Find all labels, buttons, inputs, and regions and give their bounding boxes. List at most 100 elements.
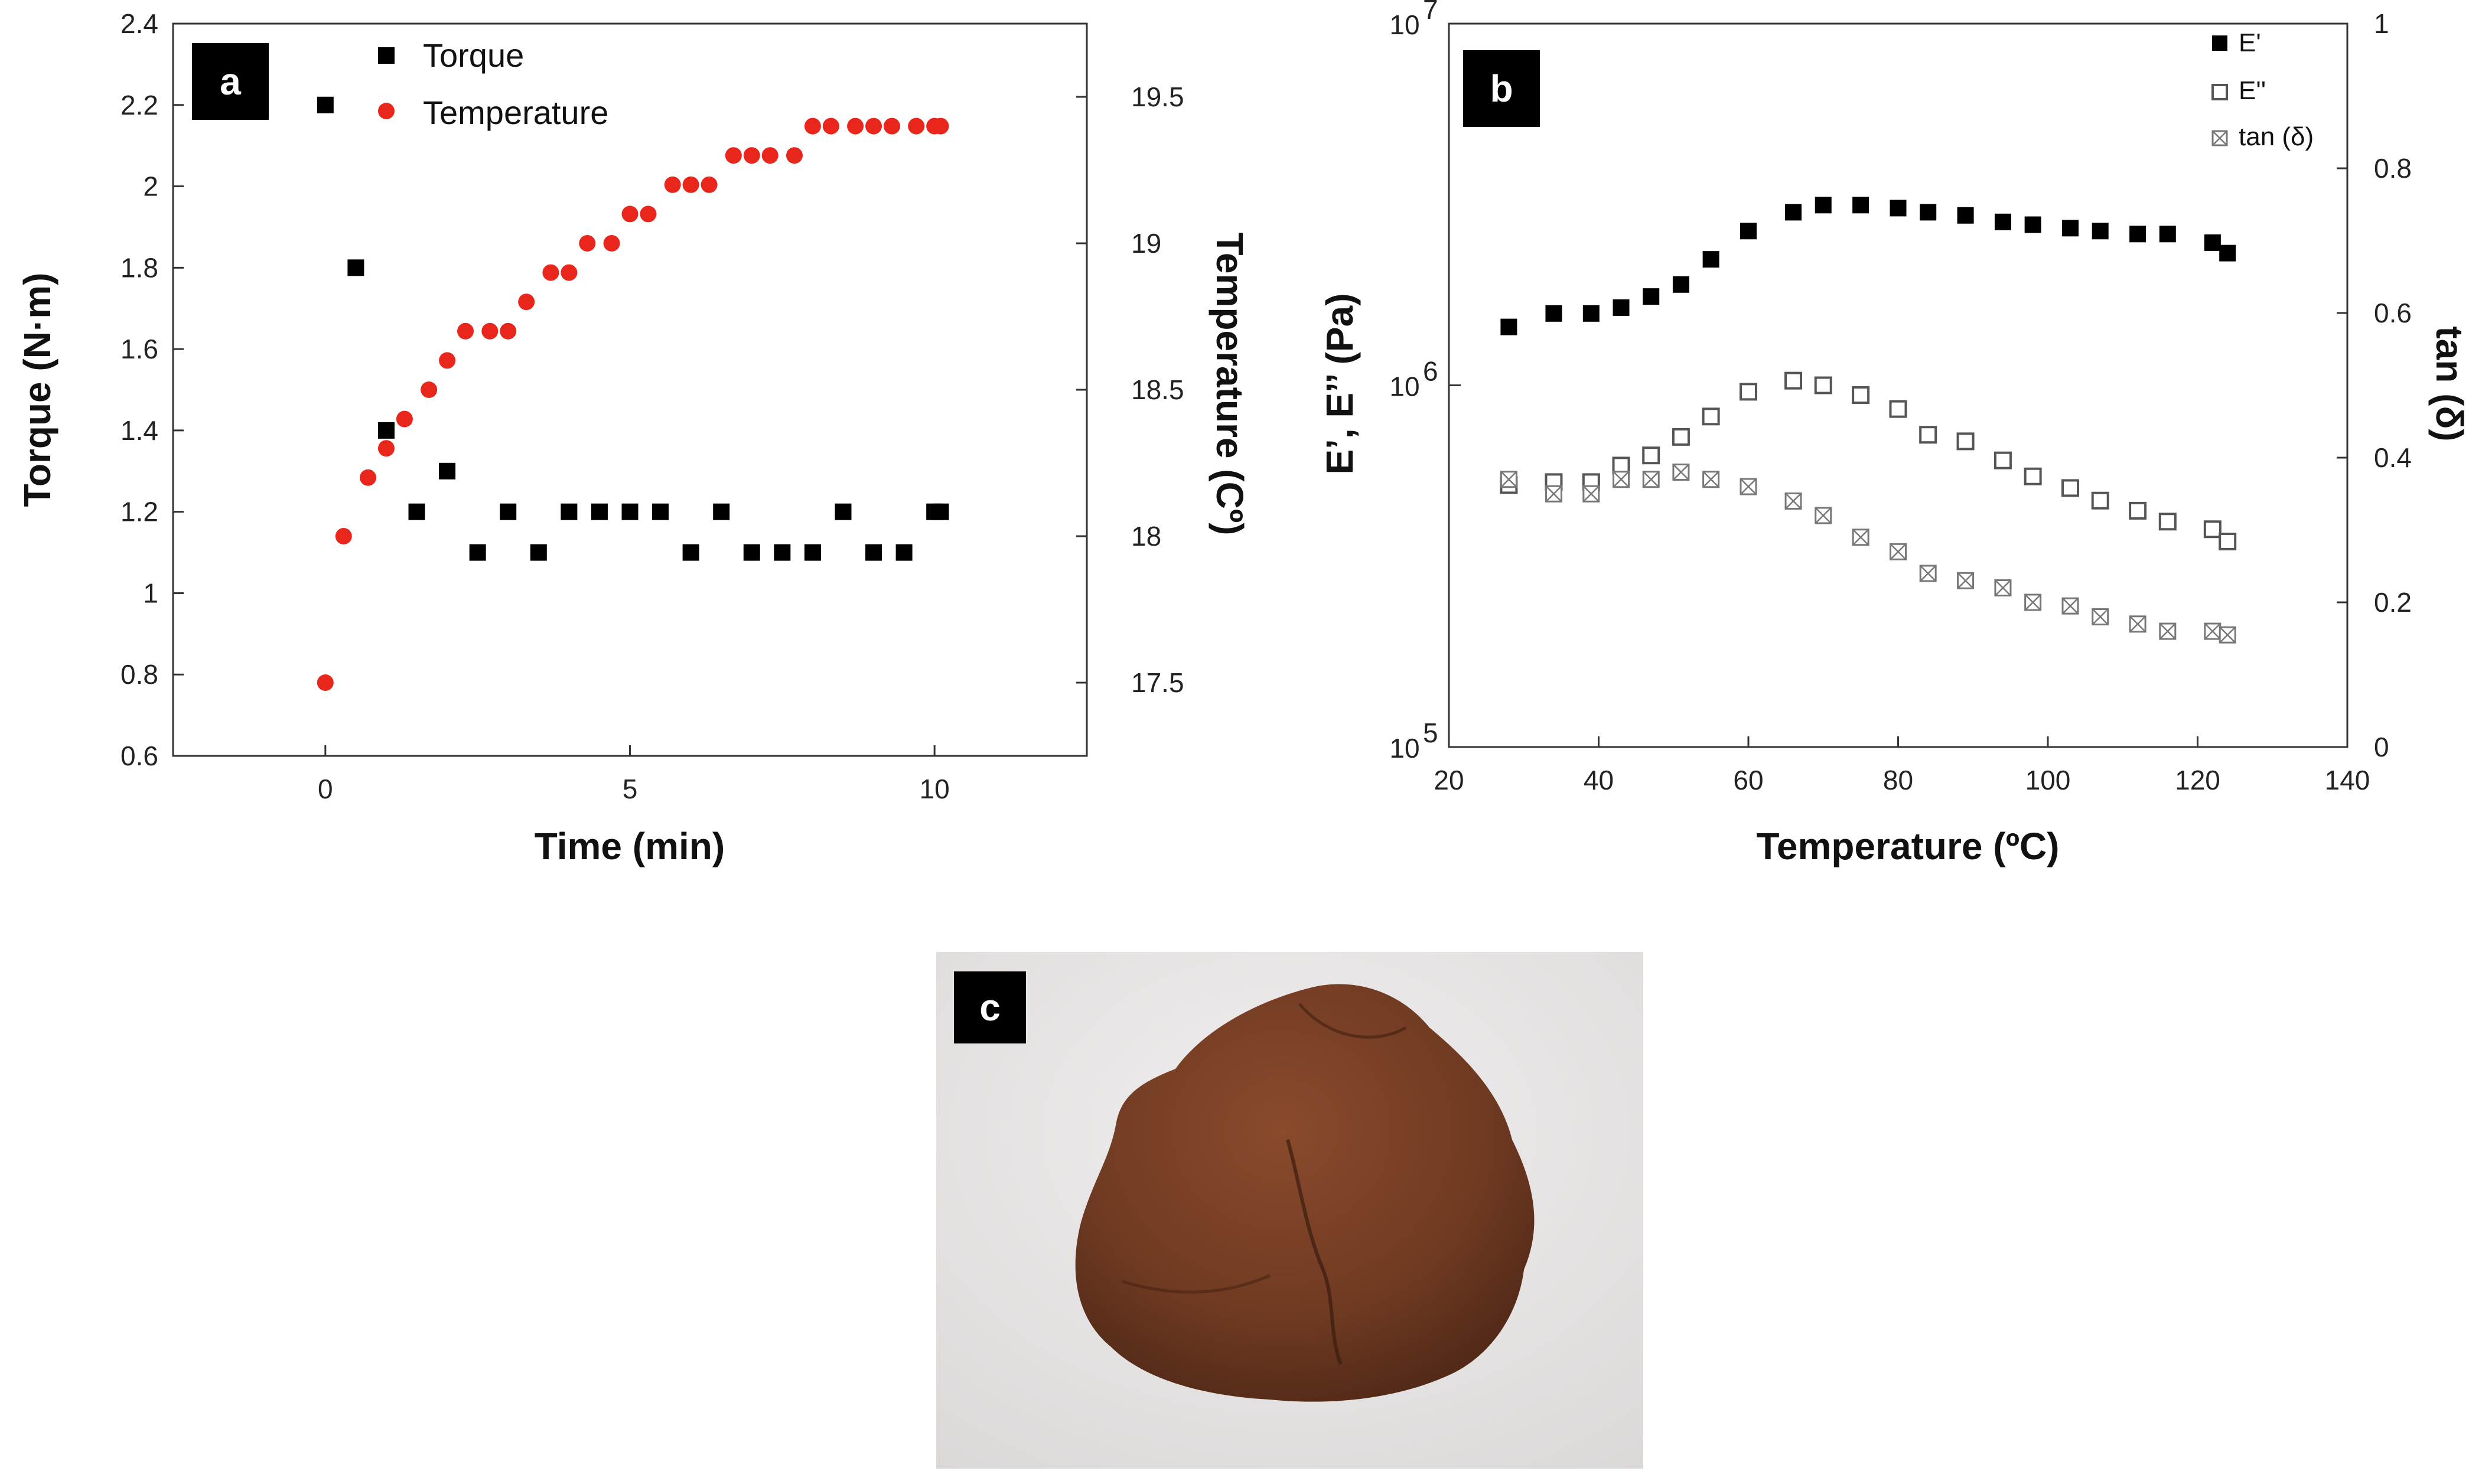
- temperature-point: [932, 118, 949, 135]
- legend-eprime-label: E': [2239, 28, 2261, 57]
- legend-torque-marker: [378, 47, 395, 64]
- temperature-point: [865, 118, 882, 135]
- e-double-prime-point: [1672, 428, 1690, 446]
- torque-point: [804, 544, 821, 561]
- torque-point: [682, 544, 699, 561]
- tan-delta-point: [1852, 529, 1869, 546]
- y2-tick-label: 18.5: [1131, 374, 1184, 405]
- y2-tick-label: 17.5: [1131, 667, 1184, 698]
- torque-point: [530, 544, 547, 561]
- legend-temperature-label: Temperature: [423, 94, 608, 131]
- torque-point: [865, 544, 882, 561]
- tan-delta-point-cross: [1890, 543, 1907, 560]
- tan-delta-point-cross: [1643, 471, 1660, 488]
- tan-delta-point-cross: [1815, 507, 1832, 524]
- y-tick-label: 10: [1389, 9, 1419, 40]
- tan-delta-point: [2159, 622, 2177, 640]
- temperature-point: [439, 352, 456, 369]
- tan-delta-point-cross: [2159, 623, 2176, 640]
- x-tick-label: 60: [1733, 765, 1763, 795]
- torque-point: [347, 259, 364, 276]
- e-double-prime-point: [2219, 532, 2237, 550]
- x-tick-label: 40: [1584, 765, 1614, 795]
- tan-delta-point-cross: [1995, 579, 2011, 596]
- e-prime-point: [1920, 204, 1937, 221]
- temperature-point: [640, 206, 657, 223]
- e-prime-point: [1785, 204, 1802, 221]
- e-double-prime-point: [2158, 513, 2177, 531]
- e-prime-point: [2062, 220, 2079, 237]
- e-double-prime-point: [1740, 383, 1757, 401]
- x-tick-label: 0: [318, 774, 333, 804]
- temperature-point: [377, 440, 395, 457]
- legend-eprime-marker: [2212, 35, 2227, 51]
- y2-tick-label: 0.4: [2374, 442, 2412, 473]
- e-double-prime-point: [2203, 520, 2222, 539]
- temperature-point: [761, 147, 779, 164]
- panel-a-chart: 0 5 10 0.6 0.8 1 1.2 1.4 1.6 1.8 2 2.2 2.4 17.5 18 18.5…: [16, 8, 1251, 867]
- e-double-prime-point: [1642, 446, 1660, 465]
- e-prime-point: [2219, 244, 2236, 262]
- tan-delta-point: [1890, 543, 1907, 560]
- panel-a-letter-box: [192, 43, 269, 120]
- torque-point: [591, 503, 608, 520]
- tan-delta-point: [1815, 507, 1832, 524]
- tan-delta-point: [1784, 493, 1802, 510]
- torque-point: [377, 422, 395, 439]
- panel-c-photo: c: [936, 952, 1643, 1469]
- e-double-prime-point: [1994, 451, 2012, 469]
- e-double-prime-point: [1919, 426, 1937, 444]
- e-prime-point: [1740, 223, 1757, 240]
- tan-delta-point: [2129, 615, 2146, 633]
- temperature-point: [317, 674, 334, 691]
- legend-tandelta-label: tan (δ): [2239, 122, 2314, 151]
- tan-delta-point: [1672, 464, 1690, 481]
- temperature-point: [421, 381, 438, 398]
- legend-temperature-marker: [378, 103, 395, 119]
- temperature-point: [822, 118, 839, 135]
- y2-tick-label: 0.6: [2374, 298, 2412, 328]
- temperature-point: [518, 293, 535, 311]
- temperature-point: [701, 176, 718, 193]
- y-tick-label: 0.6: [120, 741, 158, 771]
- y-tick-label: 1.2: [120, 497, 158, 527]
- e-prime-point: [1852, 197, 1869, 214]
- e-prime-point: [2159, 226, 2176, 243]
- y2-tick-label: 0.2: [2374, 587, 2412, 618]
- panel-a-plot-frame: [172, 22, 1088, 757]
- torque-point: [317, 96, 334, 113]
- tan-delta-point: [2204, 622, 2222, 640]
- torque-point: [500, 503, 517, 520]
- tan-delta-point-cross: [1957, 572, 1974, 589]
- temperature-point: [561, 264, 578, 281]
- legend-torque-label: Torque: [423, 37, 524, 74]
- e-prime-point: [1500, 318, 1517, 335]
- e-prime-point: [1545, 305, 1562, 322]
- x-tick-label: 100: [2025, 765, 2071, 795]
- tan-delta-point-cross: [1785, 493, 1802, 510]
- torque-point: [621, 503, 639, 520]
- e-prime-point: [1815, 197, 1832, 214]
- temperature-point: [786, 147, 803, 164]
- tan-delta-point: [1500, 471, 1517, 488]
- temperature-point: [579, 235, 596, 252]
- dough-fold-2: [1122, 1274, 1271, 1294]
- tan-delta-point: [1642, 471, 1660, 488]
- temperature-point: [396, 410, 413, 428]
- e-prime-point: [1672, 276, 1689, 293]
- e-double-prime-point: [1814, 376, 1832, 394]
- tan-delta-point: [2219, 626, 2236, 644]
- tan-delta-point: [1994, 579, 2012, 596]
- tan-delta-point: [1740, 478, 1757, 495]
- tan-delta-point-cross: [2219, 627, 2236, 644]
- e-double-prime-point: [1956, 432, 1975, 451]
- torque-point: [439, 462, 456, 480]
- legend-tandelta-marker: [2211, 130, 2228, 146]
- y-tick-exponent: 6: [1423, 356, 1438, 387]
- e-prime-point: [2092, 223, 2109, 240]
- y-tick-label: 1.4: [120, 415, 158, 446]
- e-prime-point: [1613, 299, 1630, 316]
- y-tick-label: 1.6: [120, 334, 158, 364]
- y2-tick-label: 19: [1131, 228, 1161, 259]
- tan-delta-point: [2061, 597, 2079, 615]
